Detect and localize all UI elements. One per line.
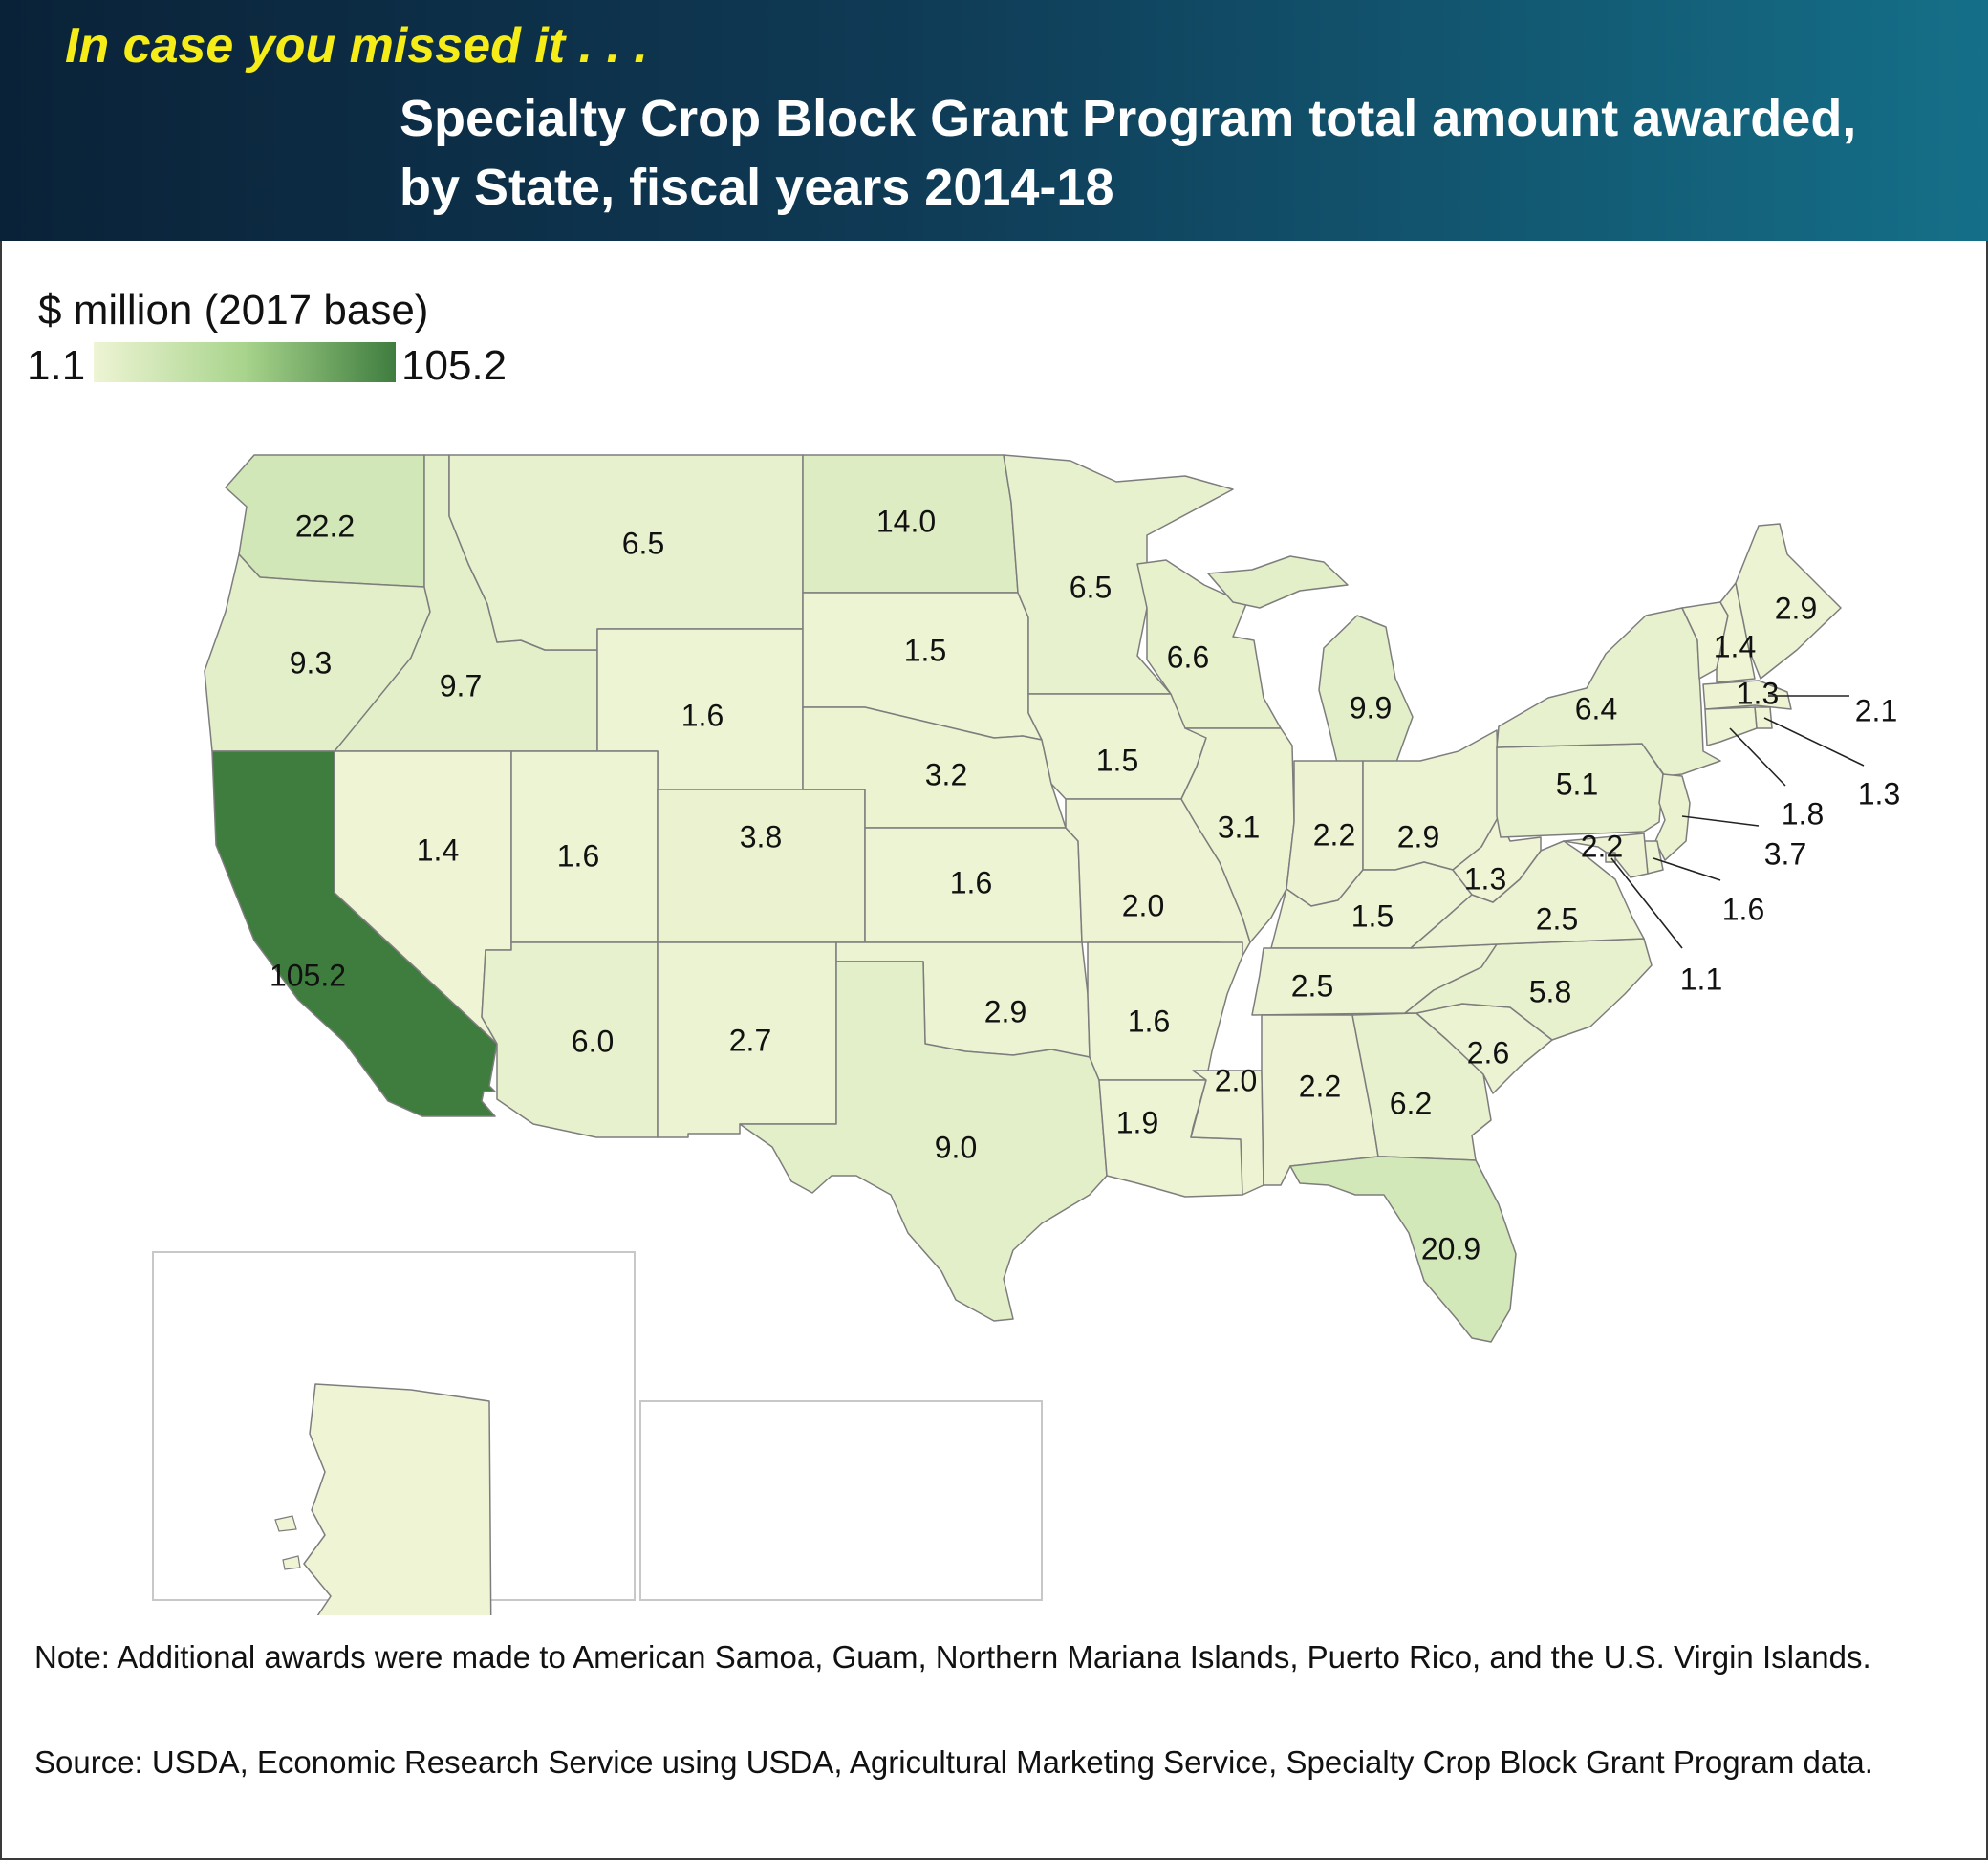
value-label-il: 3.1	[1218, 810, 1260, 844]
state-il	[1180, 727, 1295, 943]
state-az	[481, 941, 659, 1138]
state-miup	[1207, 555, 1349, 609]
value-label-de: 1.6	[1722, 892, 1764, 926]
value-label-sd: 1.5	[904, 633, 946, 667]
value-label-wv: 1.3	[1464, 861, 1506, 896]
state-nj	[1654, 773, 1691, 861]
value-label-oh: 2.9	[1397, 819, 1439, 854]
value-label-ny: 6.4	[1575, 691, 1617, 725]
value-label-ok: 2.9	[984, 994, 1026, 1028]
value-label-az: 6.0	[572, 1024, 614, 1058]
note-text: Note: Additional awards were made to Ame…	[34, 1639, 1871, 1675]
hawaii-inset-frame	[639, 1400, 1043, 1601]
value-label-nj: 3.7	[1764, 836, 1806, 871]
state-ny	[1496, 607, 1721, 777]
value-label-nm: 2.7	[729, 1023, 771, 1057]
value-label-nd: 14.0	[876, 504, 936, 538]
leader-line-de	[1653, 857, 1721, 881]
value-label-tx: 9.0	[935, 1130, 977, 1164]
legend-title: $ million (2017 base)	[38, 287, 429, 334]
value-label-ky: 1.5	[1351, 898, 1394, 933]
value-label-nv: 1.4	[417, 833, 459, 867]
value-label-md: 2.2	[1581, 829, 1623, 863]
value-label-ut: 1.6	[557, 838, 599, 873]
value-label-al: 2.2	[1299, 1069, 1341, 1103]
value-label-vt: 1.4	[1714, 629, 1756, 663]
state-ar	[1087, 941, 1243, 1081]
us-choropleth-map: 22.2 9.3 105.2 9.7 1.4 6.5 1.6 1.6 6.0 3.8 2.7 14.0…	[152, 454, 1900, 1615]
value-label-nh: 1.3	[1737, 676, 1779, 710]
value-label-mn: 6.5	[1070, 570, 1112, 604]
value-label-va: 2.5	[1536, 901, 1578, 936]
value-label-co: 3.8	[740, 819, 782, 854]
value-label-wi: 6.6	[1167, 639, 1209, 674]
value-label-ca: 105.2	[270, 958, 346, 992]
value-label-wy: 1.6	[681, 698, 724, 732]
leader-line-ri	[1763, 717, 1865, 767]
value-label-mi: 9.9	[1350, 690, 1392, 725]
state-nc	[1404, 938, 1653, 1041]
value-label-dc: 1.1	[1680, 962, 1722, 996]
value-label-ar: 1.6	[1128, 1004, 1170, 1038]
value-label-mo: 2.0	[1122, 888, 1164, 922]
source-text: Source: USDA, Economic Research Service …	[34, 1744, 1873, 1780]
leader-line-dc	[1610, 857, 1683, 949]
value-label-fl: 20.9	[1421, 1231, 1480, 1265]
state-ak-island-2	[282, 1555, 301, 1570]
legend-gradient-bar	[94, 342, 396, 382]
state-ak	[303, 1383, 492, 1615]
value-label-in: 2.2	[1313, 817, 1355, 852]
value-label-ms: 2.0	[1215, 1063, 1257, 1097]
state-mn	[1003, 454, 1234, 695]
value-label-or: 9.3	[290, 645, 332, 680]
value-label-ct: 1.8	[1782, 796, 1824, 831]
legend-min: 1.1	[27, 342, 86, 389]
value-label-mt: 6.5	[622, 526, 664, 560]
state-wv	[1452, 815, 1542, 903]
legend-max: 105.2	[401, 342, 508, 389]
value-label-ne: 3.2	[925, 757, 967, 791]
state-wi	[1136, 559, 1282, 729]
state-co	[657, 789, 866, 943]
value-label-ks: 1.6	[950, 865, 992, 899]
value-label-ma: 2.1	[1855, 693, 1897, 727]
leader-line-nj	[1681, 815, 1760, 827]
state-me	[1735, 523, 1842, 680]
value-label-wa: 22.2	[295, 508, 355, 543]
value-label-pa: 5.1	[1556, 767, 1598, 801]
value-label-ia: 1.5	[1096, 743, 1138, 777]
state-ak-island-1	[274, 1515, 297, 1532]
value-label-ga: 6.2	[1390, 1086, 1432, 1120]
header-tag: In case you missed it . . .	[65, 18, 648, 74]
value-label-la: 1.9	[1116, 1105, 1158, 1139]
value-label-me: 2.9	[1775, 591, 1817, 625]
value-label-ri: 1.3	[1858, 776, 1900, 811]
chart-title: Specialty Crop Block Grant Program total…	[400, 90, 1857, 216]
value-label-sc: 2.6	[1467, 1035, 1509, 1070]
state-fl	[1289, 1156, 1517, 1343]
state-ct	[1704, 706, 1758, 746]
state-md	[1563, 833, 1649, 878]
header-banner: In case you missed it . . . Specialty Cr…	[0, 0, 1988, 241]
state-tx	[739, 961, 1108, 1322]
value-label-nc: 5.8	[1529, 974, 1571, 1008]
leader-line-ct	[1729, 727, 1786, 787]
value-label-tn: 2.5	[1291, 968, 1333, 1003]
value-label-id: 9.7	[440, 668, 482, 703]
